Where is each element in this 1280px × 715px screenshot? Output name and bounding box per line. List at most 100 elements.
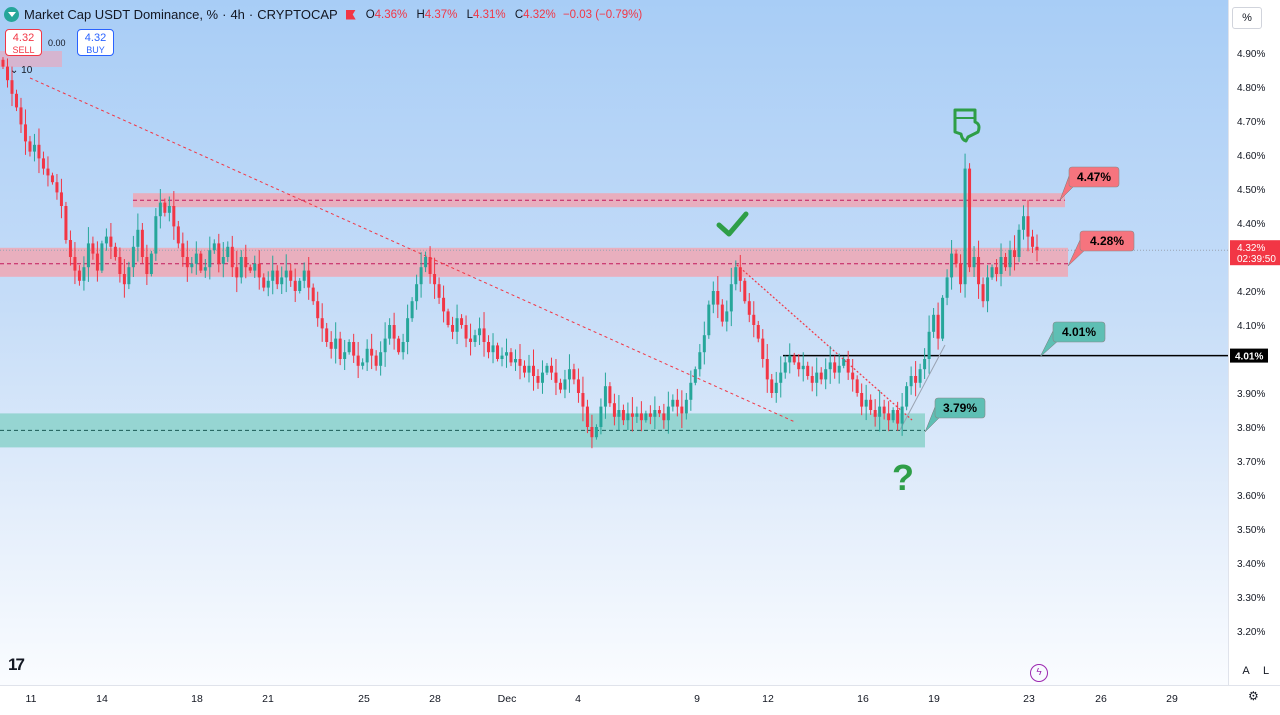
question-mark-icon: ? [892, 457, 914, 498]
auto-scale-button[interactable]: A [1242, 665, 1250, 677]
candle [518, 344, 522, 380]
candle [361, 358, 365, 370]
candle-body [122, 274, 126, 285]
candle-body [514, 359, 518, 363]
time-tick-label: 21 [262, 693, 274, 705]
candle-body [590, 427, 594, 438]
candle [567, 354, 571, 393]
chart-area[interactable]: 4.47% 4.28% 4.01% 3.79%? [0, 0, 1228, 685]
candle [725, 300, 729, 332]
candle-body [977, 257, 981, 285]
candle [774, 371, 778, 403]
candle [208, 236, 212, 280]
candle-body [343, 352, 347, 359]
candle-body [972, 257, 976, 268]
candle-body [905, 386, 909, 407]
candle [810, 366, 814, 392]
candle-body [837, 365, 841, 373]
candle [451, 316, 455, 340]
candle [478, 317, 482, 345]
candle [329, 331, 333, 359]
candle-body [882, 406, 886, 414]
candle-body [1026, 216, 1030, 237]
candle [113, 242, 117, 261]
tradingview-logo-icon[interactable]: 17 [8, 655, 25, 674]
candle-body [693, 369, 697, 383]
interval-label[interactable]: 4h [230, 7, 245, 22]
candle-body [14, 93, 18, 108]
candle-body [999, 257, 1003, 274]
price-tick-label: 4.60% [1237, 151, 1265, 162]
candle [689, 370, 693, 411]
candle-body [522, 365, 526, 373]
time-tick-label: 16 [857, 693, 869, 705]
candle [352, 333, 356, 363]
chart-legend[interactable]: Market Cap USDT Dominance, % · 4h · CRYP… [4, 7, 642, 22]
candle-body [540, 372, 544, 383]
time-tick-label: 19 [928, 693, 940, 705]
time-tick-label: Dec [498, 693, 517, 705]
candle-body [936, 314, 940, 339]
candle [491, 333, 495, 364]
candle [900, 393, 904, 436]
buy-button[interactable]: 4.32 BUY [77, 29, 114, 56]
candle-countdown: 02:39:50 [1237, 254, 1276, 265]
candle [1031, 229, 1035, 253]
log-scale-button[interactable]: L [1262, 665, 1270, 677]
candle-body [612, 403, 616, 417]
candle-body [734, 267, 738, 285]
candle-body [554, 372, 558, 383]
candle-body [635, 413, 639, 417]
time-tick-label: 11 [26, 693, 37, 705]
candle-body [896, 410, 900, 424]
candle [253, 255, 257, 278]
indicators-toggle[interactable]: ⌄ 10 [10, 65, 33, 76]
candle-body [221, 257, 225, 264]
candle [693, 366, 697, 386]
candle-body [617, 410, 621, 417]
candle-body [217, 243, 221, 264]
candle [311, 283, 315, 305]
gear-icon[interactable]: ⚙ [1248, 689, 1259, 703]
scale-mode-button[interactable]: % [1232, 7, 1262, 29]
price-tag-379: 3.79% [924, 397, 986, 433]
lightning-icon[interactable]: ϟ [1030, 664, 1048, 682]
candle-body [46, 168, 50, 176]
candle-body [698, 352, 702, 370]
candle-body [864, 399, 868, 407]
candle-body [531, 365, 535, 376]
symbol-title[interactable]: Market Cap USDT Dominance, % [24, 7, 219, 22]
candle [824, 358, 828, 390]
price-axis[interactable]: 4.90% 4.80% 4.70% 4.60% 4.50% 4.40% 4.20% 4.10%… [1228, 0, 1280, 685]
time-axis[interactable]: 11 14 18 21 25 28 Dec 4 9 12 16 19 23 26 29 [0, 685, 1280, 710]
sell-button[interactable]: 4.32 SELL [5, 29, 42, 56]
candle-body [356, 355, 360, 366]
chevron-down-icon: ⌄ [10, 65, 19, 76]
candle-body [842, 359, 846, 366]
candle-body [765, 359, 769, 380]
candle [203, 259, 207, 278]
candle-body [1031, 236, 1035, 247]
price-chart[interactable]: 4.47% 4.28% 4.01% 3.79%? [0, 0, 1228, 685]
trend-arrow-line [899, 344, 946, 431]
candle-body [594, 427, 598, 438]
candle-body [752, 314, 756, 325]
price-tick-label: 4.40% [1237, 219, 1265, 230]
candle-body [455, 318, 459, 332]
candle-body [918, 369, 922, 383]
candle [801, 352, 805, 382]
level-price-badge [1230, 348, 1268, 363]
price-tick-label: 4.80% [1237, 83, 1265, 94]
candle [1, 57, 5, 70]
candle-body [127, 267, 131, 285]
candle [522, 360, 526, 378]
candle [630, 397, 634, 432]
candle [617, 395, 621, 431]
candle [968, 163, 972, 273]
candle [698, 344, 702, 377]
candle [64, 201, 68, 244]
candle [50, 172, 54, 185]
candle [977, 240, 981, 299]
candle [298, 278, 302, 294]
candle [149, 250, 153, 277]
